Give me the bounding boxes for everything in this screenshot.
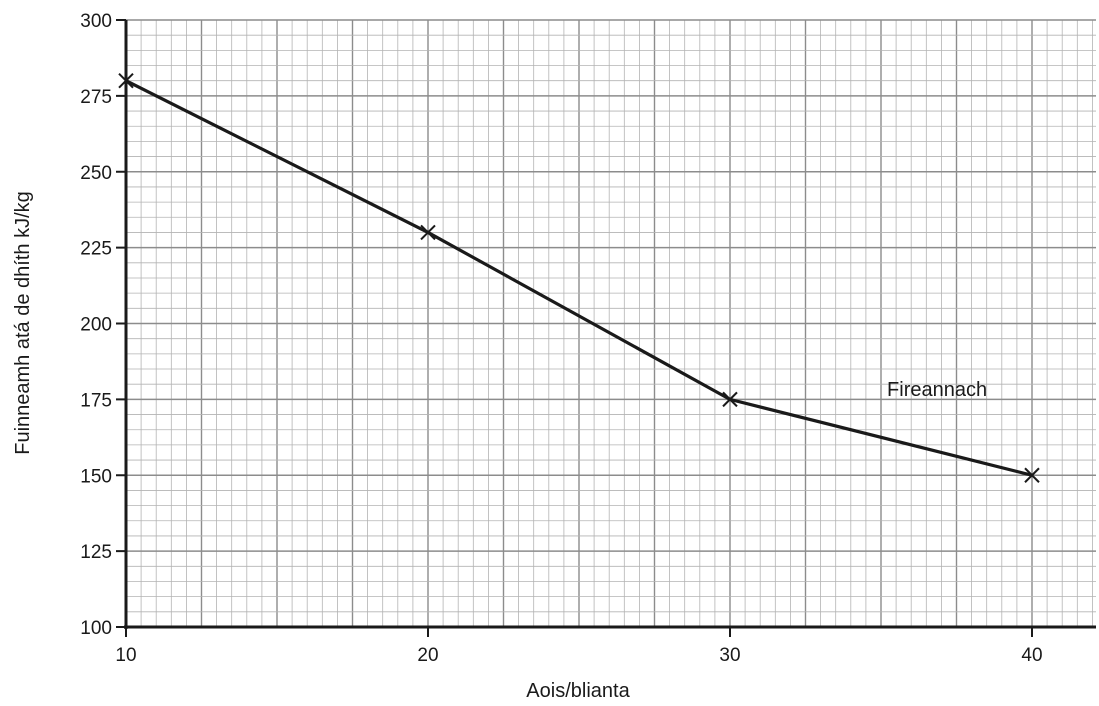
tick-labels: 100 125 150 175 200 225 250 275 300 10 20 30 40 xyxy=(80,11,1042,666)
series-layer: Fireannach xyxy=(118,72,1040,483)
y-axis-label: Fuinneamh atá de dhíth kJ/kg xyxy=(12,191,34,455)
marker-stroke xyxy=(118,72,134,89)
data-point-marker xyxy=(722,391,738,408)
y-tick-label: 225 xyxy=(80,239,112,260)
y-tick-label: 275 xyxy=(80,87,112,108)
y-tick-label: 150 xyxy=(80,466,112,487)
axes xyxy=(116,19,1096,637)
series-label: Fireannach xyxy=(887,379,987,401)
x-tick-label: 40 xyxy=(1021,645,1042,666)
data-point-marker xyxy=(1024,467,1040,483)
y-tick-label: 125 xyxy=(80,542,112,563)
marker-stroke xyxy=(1024,467,1040,483)
x-tick-label: 10 xyxy=(115,645,136,666)
y-tick-label: 175 xyxy=(80,390,112,411)
series-line xyxy=(125,79,1033,477)
y-tick-label: 250 xyxy=(80,163,112,184)
x-tick-label: 30 xyxy=(719,645,740,666)
data-point-marker xyxy=(118,72,134,89)
marker-stroke xyxy=(420,224,436,241)
y-tick-label: 200 xyxy=(80,315,112,336)
y-tick-label: 100 xyxy=(80,618,112,639)
marker-stroke xyxy=(722,391,738,408)
x-tick-label: 20 xyxy=(417,645,438,666)
data-point-marker xyxy=(420,224,436,241)
x-axis-label: Aois/blianta xyxy=(526,680,630,702)
y-tick-label: 300 xyxy=(80,11,112,32)
grid xyxy=(125,19,1096,628)
